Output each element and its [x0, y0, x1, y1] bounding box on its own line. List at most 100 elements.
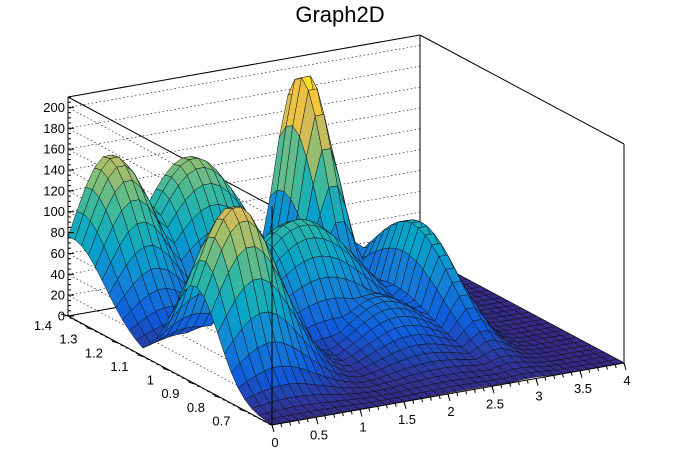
x-minor-tick: [588, 369, 591, 373]
x-minor-tick: [623, 362, 626, 367]
y-minor-tick: [232, 404, 237, 407]
y-tick-label: 1.1: [110, 359, 128, 374]
y-minor-tick: [135, 352, 140, 355]
x-minor-tick: [614, 364, 617, 369]
y-tick-label: 0.7: [212, 413, 230, 428]
x-minor-tick: [421, 398, 424, 403]
x-minor-tick: [429, 396, 432, 401]
x-minor-tick: [385, 404, 388, 409]
z-tick-label: 0: [58, 309, 65, 324]
x-tick-label: 1: [359, 420, 366, 435]
y-minor-tick: [140, 355, 145, 358]
z-tick-label: 100: [43, 204, 65, 219]
x-minor-tick: [403, 401, 406, 406]
y-minor-tick: [156, 363, 160, 366]
z-tick-label: 140: [43, 163, 65, 178]
z-tick-label: 80: [51, 225, 65, 240]
x-minor-tick: [350, 410, 353, 415]
y-minor-tick: [84, 325, 89, 328]
y-minor-tick: [253, 415, 257, 418]
y-minor-tick: [64, 314, 69, 317]
y-minor-tick: [263, 420, 268, 423]
y-tick-label: 1.2: [85, 345, 103, 360]
frame-edge: [67, 96, 273, 207]
x-minor-tick: [412, 400, 415, 404]
y-tick-label: 1: [147, 373, 154, 388]
z-tick-label: 160: [43, 142, 65, 157]
z-tick-label: 180: [43, 121, 65, 136]
grid-line-left-wall: [67, 294, 273, 405]
z-tick-label: 20: [51, 288, 65, 303]
grid-line-back-wall: [67, 45, 421, 108]
grid-line-back-wall: [67, 86, 421, 150]
x-minor-tick: [394, 403, 397, 407]
y-minor-tick: [166, 369, 171, 371]
frame-edge: [419, 34, 625, 145]
x-minor-tick: [289, 421, 292, 426]
x-minor-tick: [341, 412, 344, 417]
x-minor-tick: [482, 387, 485, 392]
x-minor-tick: [535, 378, 538, 383]
grid-line-left-wall: [67, 274, 273, 384]
x-minor-tick: [359, 409, 362, 414]
y-minor-tick: [74, 319, 79, 322]
x-minor-tick: [491, 386, 494, 390]
z-tick-label: 60: [51, 246, 65, 261]
z-tick-label: 120: [43, 183, 65, 198]
x-minor-tick: [368, 407, 371, 412]
axes: 0 0.5 1 1.5 2 2.5 3 3.5 4 0.7 0.8 0.9 1 1.1 1.2 1.3 1.4 0…: [34, 96, 631, 450]
y-tick-label: 0.9: [161, 386, 179, 401]
y-minor-tick: [115, 341, 120, 344]
y-minor-tick: [191, 382, 196, 385]
x-minor-tick: [271, 424, 274, 429]
y-minor-tick: [222, 398, 227, 401]
x-minor-tick: [473, 389, 476, 393]
x-minor-tick: [544, 376, 547, 381]
x-minor-tick: [280, 423, 283, 428]
z-tick-label: 40: [51, 267, 65, 282]
x-minor-tick: [315, 417, 318, 421]
y-minor-tick: [181, 377, 186, 380]
y-minor-tick: [227, 401, 232, 404]
y-minor-tick: [202, 388, 206, 391]
y-minor-tick: [268, 423, 273, 426]
y-minor-tick: [105, 336, 109, 339]
y-minor-tick: [89, 328, 94, 331]
y-minor-tick: [171, 371, 176, 374]
x-tick-label: 3: [535, 389, 542, 404]
x-minor-tick: [465, 390, 468, 395]
y-minor-tick: [186, 379, 191, 382]
grid-line-left-wall: [67, 128, 273, 238]
x-minor-tick: [306, 418, 309, 423]
x-tick-label: 4: [623, 373, 630, 388]
x-tick-label: 3.5: [574, 381, 592, 396]
x-tick-label: 2.5: [486, 396, 504, 411]
x-minor-tick: [570, 372, 573, 376]
x-minor-tick: [526, 379, 529, 384]
x-minor-tick: [297, 420, 300, 424]
chart-title: Graph2D: [295, 2, 384, 27]
x-minor-tick: [553, 375, 556, 380]
x-minor-tick: [377, 406, 380, 411]
y-minor-tick: [247, 412, 252, 415]
y-minor-tick: [125, 347, 130, 350]
y-minor-tick: [217, 396, 222, 399]
x-minor-tick: [500, 384, 503, 389]
y-minor-tick: [79, 322, 84, 325]
x-tick-label: 0.5: [310, 427, 328, 442]
surface-mesh: [67, 75, 625, 425]
y-tick-label: 1.3: [59, 332, 77, 347]
z-tick-label: 200: [43, 100, 65, 115]
x-minor-tick: [561, 373, 564, 378]
y-minor-tick: [207, 390, 211, 393]
y-minor-tick: [145, 358, 150, 361]
y-tick-label: 1.4: [34, 318, 52, 333]
y-minor-tick: [69, 317, 74, 320]
grid-line-back-wall: [67, 65, 421, 129]
y-minor-tick: [258, 418, 262, 421]
x-minor-tick: [438, 395, 441, 400]
frame-edge: [67, 34, 421, 98]
y-minor-tick: [110, 339, 115, 342]
y-minor-tick: [120, 344, 125, 347]
